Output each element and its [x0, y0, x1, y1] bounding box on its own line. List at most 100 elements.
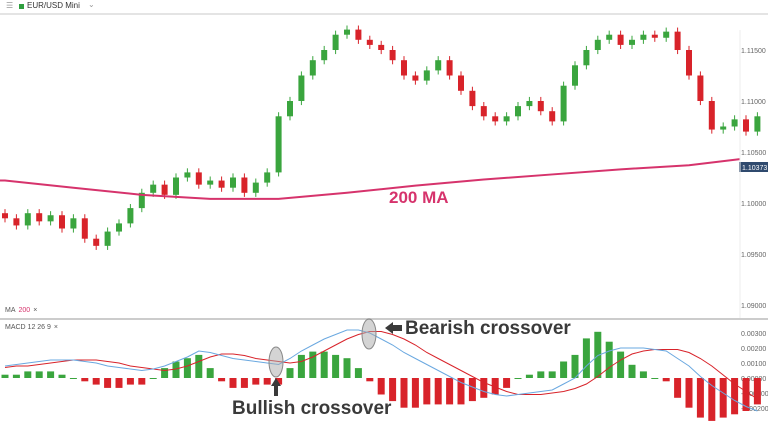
bearish-candle [469, 90, 476, 107]
macd-histogram-bar [24, 371, 32, 378]
bearish-candle [195, 172, 202, 185]
arrow-left-icon [385, 322, 402, 334]
bearish-candle [218, 180, 225, 188]
bearish-candle [2, 213, 8, 219]
macd-histogram-bar [138, 378, 146, 385]
macd-histogram-bar [685, 378, 693, 408]
bullish-candle [423, 70, 430, 81]
macd-histogram-bar [639, 371, 647, 378]
bullish-candle [287, 101, 293, 117]
macd-histogram-bar [58, 374, 66, 378]
bullish-candle [594, 39, 601, 50]
macd-histogram-bar [286, 368, 294, 378]
bullish-candle [127, 208, 134, 224]
bearish-candle [708, 101, 715, 130]
bullish-candle [173, 177, 179, 195]
bearish-candle [366, 39, 373, 45]
macd-histogram-bar [628, 364, 636, 378]
macd-histogram-bar [332, 354, 340, 378]
bearish-candle [241, 177, 248, 193]
bullish-candle [230, 177, 236, 188]
bearish-candle [401, 60, 407, 76]
close-icon[interactable]: × [33, 307, 38, 314]
bullish-candle [321, 50, 328, 61]
bearish-candle [492, 116, 499, 122]
bullish-candle [275, 116, 282, 173]
bearish-crossover-ellipse [361, 318, 377, 350]
macd-histogram-bar [275, 378, 283, 385]
signal-line [4, 331, 758, 400]
bearish-candle [537, 101, 544, 112]
bearish-candle [697, 75, 704, 101]
bullish-candle [640, 34, 647, 40]
bullish-candle [720, 126, 727, 130]
bearish-candle [378, 44, 385, 50]
macd-histogram-bar [297, 354, 305, 378]
hamburger-icon[interactable]: ☰ [6, 1, 14, 10]
price-tick-label: 1.10500 [741, 150, 766, 157]
macd-histogram-bar [366, 378, 374, 382]
macd-histogram-bar [582, 338, 590, 378]
bullish-annotation: Bullish crossover [232, 398, 392, 419]
chevron-down-icon[interactable]: ⌄ [88, 0, 95, 9]
bearish-candle [480, 106, 487, 117]
bullish-candle [70, 218, 77, 229]
macd-histogram-bar [104, 378, 112, 388]
bullish-candle [104, 231, 111, 246]
bearish-candle [617, 34, 624, 45]
macd-histogram-bar [218, 378, 226, 382]
macd-histogram-bar [662, 378, 670, 382]
symbol-selector[interactable]: EUR/USD Mini [27, 1, 80, 10]
macd-histogram-bar [172, 361, 180, 378]
close-icon[interactable]: × [53, 324, 59, 331]
bearish-candle [93, 238, 100, 246]
ma-indicator-label[interactable]: MA 200 × [5, 307, 37, 314]
macd-tick-label: 0.00200 [741, 346, 766, 353]
bearish-candle [446, 60, 453, 76]
macd-histogram-bar [149, 378, 157, 379]
bullish-candle [663, 31, 670, 38]
bearish-candle [389, 50, 396, 61]
bearish-candle [651, 34, 658, 38]
bearish-candle [549, 111, 556, 122]
macd-histogram-bar [548, 371, 556, 378]
macd-histogram-bar [525, 374, 533, 378]
macd-tick-label: 0.00100 [741, 361, 766, 368]
macd-histogram-bar [400, 378, 408, 408]
macd-histogram-bar [696, 378, 704, 418]
macd-histogram-bar [491, 378, 499, 395]
macd-indicator-label[interactable]: MACD 12 26 9 × [5, 324, 58, 331]
macd-histogram-bar [12, 374, 20, 378]
bearish-candle [686, 50, 692, 76]
ma-period: 200 [18, 307, 31, 314]
bearish-candle [412, 75, 419, 81]
bullish-candle [184, 172, 191, 178]
macd-histogram-bar [731, 378, 739, 415]
macd-line [4, 329, 758, 412]
price-tick-label: 1.11500 [741, 48, 766, 55]
macd-histogram-bar [206, 368, 214, 378]
macd-histogram-bar [229, 378, 237, 388]
macd-histogram-bar [571, 354, 579, 378]
bearish-candle [161, 184, 168, 195]
ma-annotation: 200 MA [389, 188, 449, 207]
bullish-candle [606, 34, 613, 40]
bullish-candle [731, 119, 738, 127]
bullish-candle [560, 85, 567, 122]
macd-histogram-bar [126, 378, 134, 385]
macd-histogram-bar [503, 378, 511, 388]
bullish-candle [264, 172, 271, 183]
macd-histogram-bar [115, 378, 123, 388]
bullish-candle [138, 192, 145, 209]
macd-histogram-bar [47, 371, 55, 378]
macd-histogram-bar [651, 378, 659, 379]
macd-histogram-bar [320, 351, 328, 378]
bearish-annotation: Bearish crossover [405, 318, 571, 339]
macd-histogram-bar [434, 378, 442, 405]
macd-histogram-bar [1, 374, 9, 378]
macd-histogram-bar [389, 378, 397, 402]
macd-histogram-bar [457, 378, 465, 405]
bullish-candle [435, 60, 442, 71]
bullish-candle [583, 50, 590, 66]
